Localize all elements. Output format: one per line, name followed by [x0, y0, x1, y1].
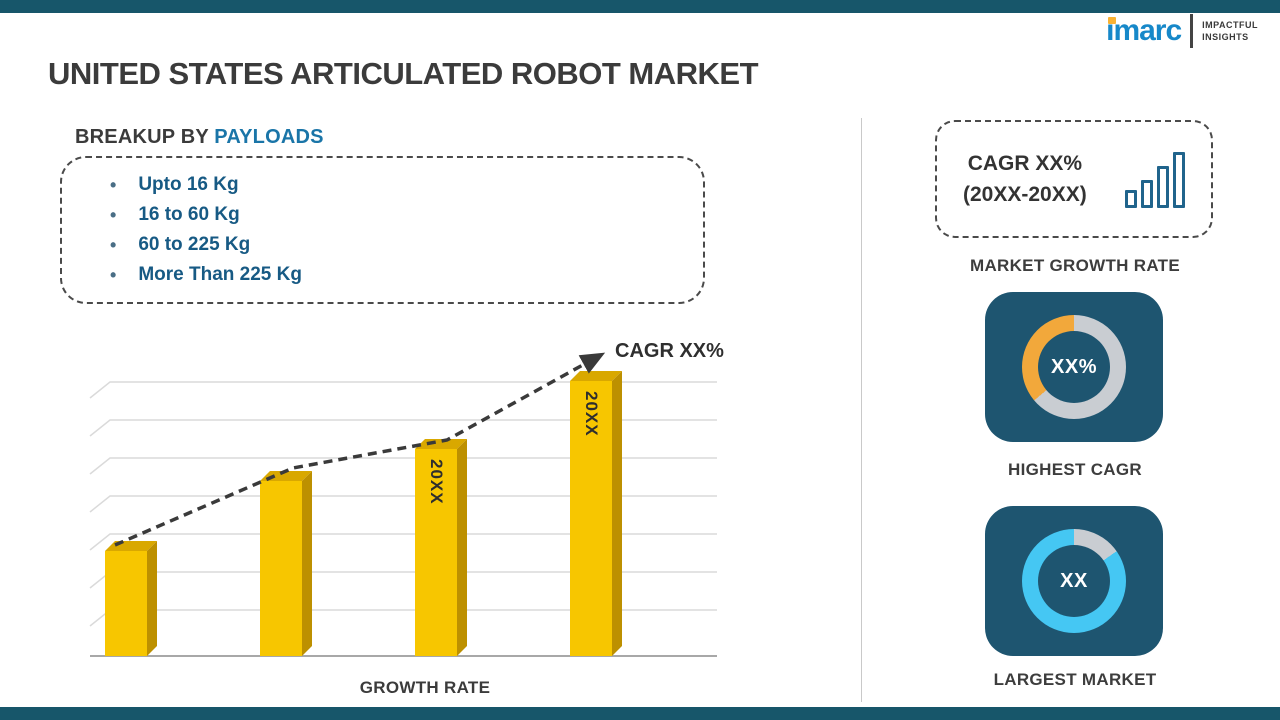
bullet-icon: •	[110, 205, 117, 225]
payload-list-item-label: 16 to 60 Kg	[138, 204, 240, 225]
top-accent-bar	[0, 0, 1280, 13]
market-growth-rate-box: CAGR XX% (20XX-20XX)	[935, 120, 1213, 238]
bar-20XX: 20XX	[415, 449, 457, 656]
payload-list-item-label: Upto 16 Kg	[138, 174, 239, 195]
bar-year-label: 20XX	[582, 391, 601, 437]
bar-20XX	[105, 551, 147, 656]
largest-market-donut-chart: XX	[1022, 529, 1126, 633]
bullet-icon: •	[110, 175, 117, 195]
bar-series: 20XX 20XX	[65, 340, 725, 656]
bar-icon-bar1	[1125, 190, 1137, 208]
imarc-logo: imarc IMPACTFUL INSIGHTS	[1106, 14, 1258, 48]
highest-cagr-value: XX%	[1051, 355, 1097, 378]
payload-list-item-label: 60 to 225 Kg	[138, 234, 251, 255]
bullet-icon: •	[110, 235, 117, 255]
imarc-tagline: IMPACTFUL INSIGHTS	[1202, 19, 1258, 43]
cagr-line2: (20XX-20XX)	[963, 183, 1087, 206]
cagr-text-block: CAGR XX% (20XX-20XX)	[963, 148, 1087, 211]
bullet-icon: •	[110, 265, 117, 285]
payload-list-item: • Upto 16 Kg	[110, 170, 703, 200]
highest-cagr-donut-chart: XX%	[1022, 315, 1126, 419]
bar-icon-bar3	[1157, 166, 1169, 208]
trend-dashed-line	[114, 352, 606, 547]
imarc-tagline-line1: IMPACTFUL	[1202, 19, 1258, 30]
breakup-heading-highlight: PAYLOADS	[214, 126, 324, 148]
bar-icon-bar2	[1141, 180, 1153, 208]
payload-list-item: • 60 to 225 Kg	[110, 230, 703, 260]
imarc-tagline-line2: INSIGHTS	[1202, 32, 1249, 42]
payload-list: • Upto 16 Kg • 16 to 60 Kg • 60 to 225 Kg • Mor…	[110, 170, 703, 290]
bar-20XX	[260, 481, 302, 656]
logo-separator	[1190, 14, 1194, 48]
bar-year-label: 20XX	[427, 459, 446, 505]
donut-hole: XX%	[1038, 331, 1110, 403]
bar-chart-icon	[1125, 150, 1185, 208]
breakup-heading-prefix: BREAKUP BY	[75, 126, 215, 148]
cagr-line1: CAGR XX%	[967, 151, 1083, 175]
highest-cagr-caption: HIGHEST CAGR	[1008, 460, 1142, 479]
chart-x-axis-label: GROWTH RATE	[359, 678, 491, 697]
bar-20XX: 20XX	[570, 381, 612, 656]
imarc-logo-orange-dot-icon	[1108, 17, 1117, 24]
largest-market-value: XX	[1060, 569, 1088, 592]
payload-list-item-label: More Than 225 Kg	[138, 264, 302, 285]
breakup-heading: BREAKUP BY PAYLOADS	[75, 126, 324, 149]
page-title: UNITED STATES ARTICULATED ROBOT MARKET	[48, 56, 759, 91]
donut-hole: XX	[1038, 545, 1110, 617]
payload-list-item: • 16 to 60 Kg	[110, 200, 703, 230]
payload-list-box: • Upto 16 Kg • 16 to 60 Kg • 60 to 225 Kg • Mor…	[60, 156, 705, 304]
trend-arrow-icon	[114, 352, 606, 547]
payload-list-item: • More Than 225 Kg	[110, 260, 703, 290]
highest-cagr-tile: XX%	[985, 292, 1163, 442]
imarc-logo-wordmark: imarc	[1106, 14, 1182, 47]
bottom-accent-bar	[0, 707, 1280, 720]
imarc-logo-text: imarc	[1106, 14, 1182, 47]
market-growth-rate-caption: MARKET GROWTH RATE	[969, 256, 1180, 275]
growth-bar-chart: 20XX 20XX CAGR XX% GROWTH RATE	[65, 340, 725, 697]
bar-icon-bar4	[1173, 152, 1185, 208]
largest-market-caption: LARGEST MARKET	[993, 670, 1157, 689]
largest-market-tile: XX	[985, 506, 1163, 656]
vertical-divider	[861, 118, 862, 702]
trend-cagr-label: CAGR XX%	[615, 340, 724, 362]
